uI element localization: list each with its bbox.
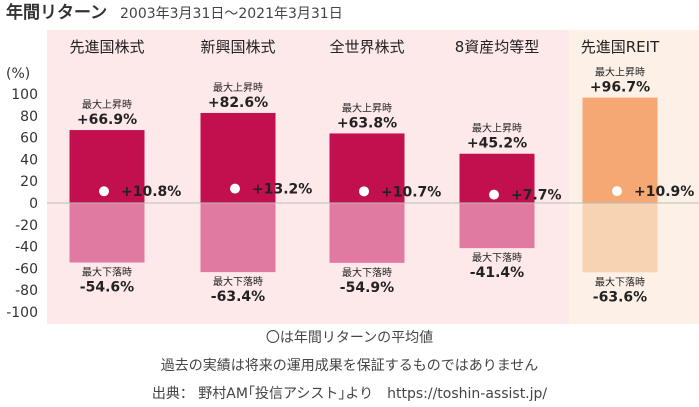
y-axis-unit: (%)	[6, 66, 30, 82]
bar-min-3	[459, 203, 535, 249]
min-caption: 最大下落時	[342, 266, 392, 279]
max-caption: 最大上昇時	[472, 122, 522, 135]
average-dot-0	[99, 186, 109, 197]
average-legend-note: 〇は年間リターンの平均値	[265, 330, 434, 346]
average-value-label: +7.7%	[511, 188, 562, 204]
min-value-label: -54.6%	[80, 280, 134, 296]
y-tick-label: -80	[15, 283, 38, 299]
average-value-label: +10.9%	[634, 184, 694, 200]
category-label: 8資産均等型	[455, 38, 540, 56]
bar-max-4	[582, 97, 658, 203]
min-caption: 最大下落時	[82, 266, 132, 279]
category-label: 先進国REIT	[581, 38, 660, 56]
min-caption: 最大下落時	[213, 275, 263, 288]
y-tick-label: 20	[20, 174, 38, 190]
average-value-label: +10.8%	[121, 184, 181, 200]
max-caption: 最大上昇時	[82, 98, 132, 111]
y-tick-label: 40	[20, 152, 38, 168]
average-dot-1	[230, 183, 240, 194]
average-dot-3	[489, 189, 499, 200]
source-note: 出典： 野村AM｢投信アシスト｣より https://toshin-assist…	[151, 386, 548, 402]
min-caption: 最大下落時	[472, 251, 522, 264]
min-value-label: -63.4%	[211, 289, 265, 305]
average-dot-2	[359, 186, 369, 197]
min-value-label: -41.4%	[470, 265, 524, 281]
max-caption: 最大上昇時	[342, 101, 392, 114]
category-label: 全世界株式	[329, 38, 404, 56]
bar-min-1	[200, 203, 276, 273]
category-label: 先進国株式	[69, 38, 144, 56]
min-value-label: -54.9%	[340, 280, 394, 296]
chart-title: 年間リターン	[6, 2, 107, 23]
y-tick-label: 100	[11, 87, 38, 103]
category-label: 新興国株式	[200, 38, 275, 56]
min-caption: 最大下落時	[595, 275, 645, 288]
bar-min-4	[582, 203, 658, 273]
max-value-label: +63.8%	[337, 115, 397, 131]
y-tick-label: -100	[6, 305, 38, 321]
max-caption: 最大上昇時	[595, 66, 645, 79]
y-tick-label: -60	[15, 261, 38, 277]
y-tick-label: -20	[15, 218, 38, 234]
max-value-label: +45.2%	[467, 136, 527, 152]
bar-min-0	[69, 203, 145, 263]
average-value-label: +13.2%	[252, 182, 312, 198]
disclaimer-note: 過去の実績は将来の運用成果を保証するものではありません	[160, 358, 539, 374]
min-value-label: -63.6%	[593, 289, 647, 305]
y-tick-label: -40	[15, 240, 38, 256]
y-tick-label: 60	[20, 131, 38, 147]
average-value-label: +10.7%	[381, 184, 441, 200]
chart-subtitle: 2003年3月31日～2021年3月31日	[120, 6, 343, 22]
max-value-label: +96.7%	[590, 80, 650, 96]
y-tick-label: 80	[20, 109, 38, 125]
bar-min-2	[329, 203, 405, 263]
max-caption: 最大上昇時	[213, 81, 263, 94]
max-value-label: +82.6%	[208, 95, 268, 111]
y-tick-label: 0	[29, 196, 38, 212]
average-dot-4	[612, 186, 622, 197]
max-value-label: +66.9%	[77, 112, 137, 128]
